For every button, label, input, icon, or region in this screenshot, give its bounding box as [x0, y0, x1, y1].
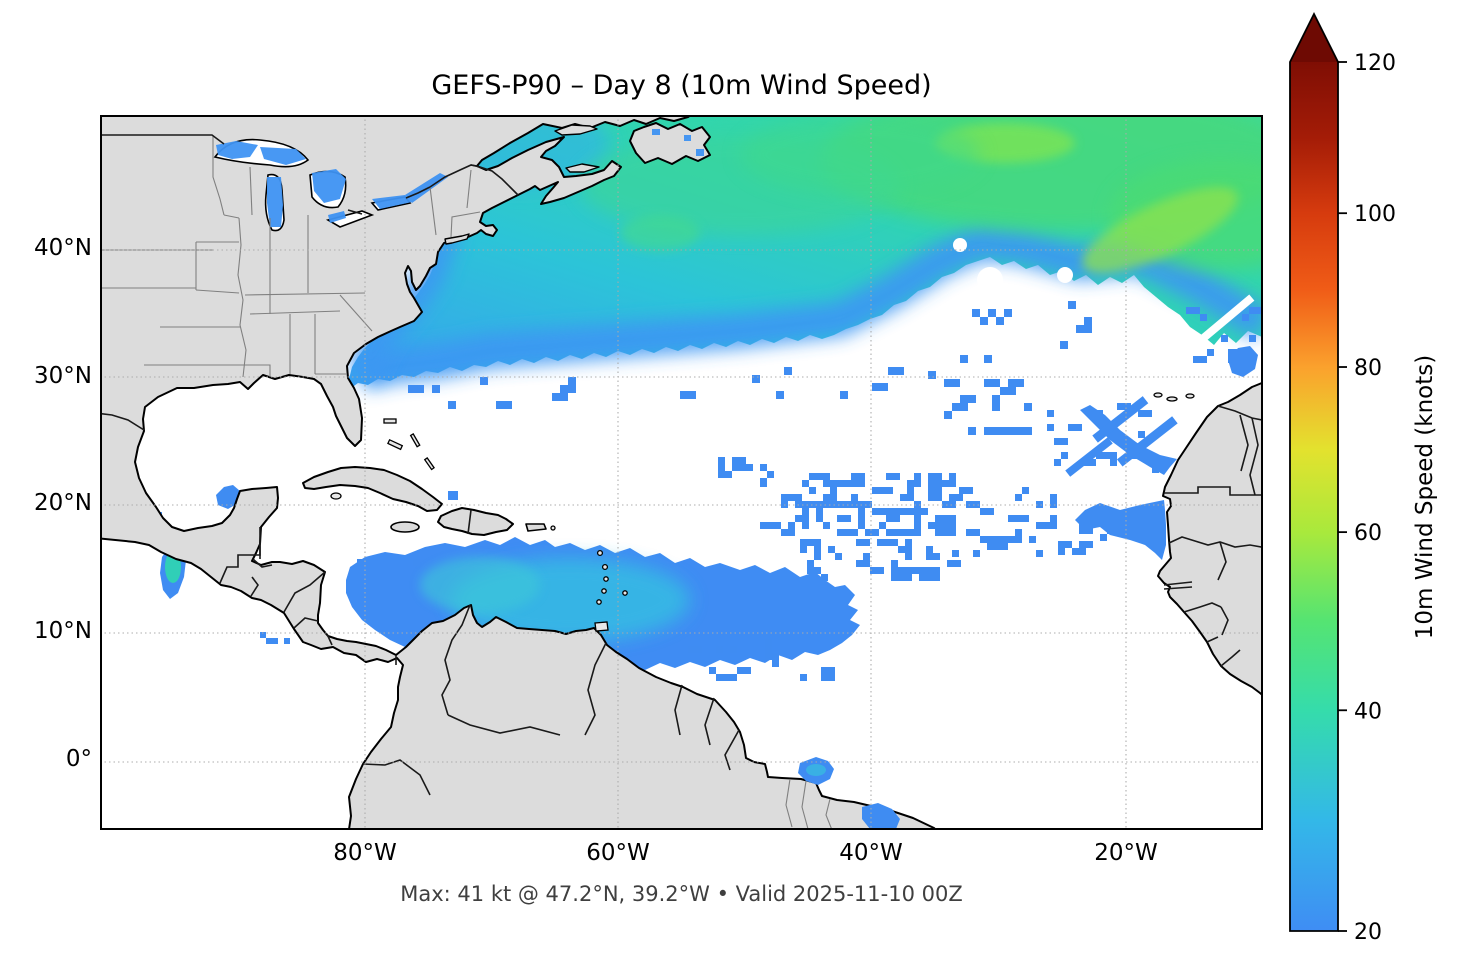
colorbar-tick-label: 40: [1354, 699, 1382, 724]
bahamas-island: [383, 418, 397, 424]
x-axis-tick-label: 60°W: [586, 840, 650, 866]
canary-island: [1185, 393, 1195, 399]
brazil-state-borders: [801, 780, 809, 830]
wind-region-great-lakes: [216, 129, 704, 227]
land-small-islands: [330, 392, 1195, 632]
land-layer: [94, 109, 1268, 837]
land-puerto-rico: [525, 523, 547, 532]
plot-border: [100, 115, 1263, 830]
colorbar-axis-label: 10m Wind Speed (knots): [1412, 355, 1438, 639]
brazil-state-borders: [825, 798, 833, 831]
land-cuba: [302, 466, 443, 512]
land-anticosti: [554, 124, 598, 136]
colorbar-ticks: 120 100 80 60 40 20: [1338, 51, 1396, 945]
lake-erie: [325, 210, 375, 228]
land-long-island: [444, 233, 470, 245]
lesser-antilles-island: [596, 549, 604, 557]
x-axis-tick-label: 20°W: [1094, 840, 1158, 866]
land-africa: [1157, 380, 1268, 700]
colorbar-tick-label: 60: [1354, 521, 1382, 546]
us-state-borders: [100, 135, 833, 831]
canary-island: [1166, 396, 1178, 402]
colorbar-outline: [1289, 11, 1339, 932]
country-borders: [94, 134, 1268, 796]
colorbar-extend-arrow: [1290, 14, 1338, 62]
bahamas-island: [387, 438, 404, 451]
colorbar-gradient-bar: [1290, 62, 1338, 931]
land-jamaica: [390, 521, 420, 533]
brazil-state-borders: [785, 778, 793, 828]
lesser-antilles-island: [601, 563, 609, 571]
bahamas-island: [409, 433, 421, 448]
land-hispaniola: [437, 507, 514, 536]
wind-speckle-cells: [260, 301, 1270, 681]
land-pei: [565, 163, 600, 173]
y-axis-tick-label: 40°N: [34, 235, 92, 261]
y-axis-tick-label: 30°N: [34, 363, 92, 389]
trinidad-island: [594, 621, 609, 632]
map-svg: [94, 90, 1330, 837]
bahamas-island: [423, 457, 435, 471]
y-axis-tick-label: 0°: [65, 746, 92, 772]
lesser-antilles-island: [550, 525, 556, 531]
colorbar-tick-label: 100: [1354, 202, 1396, 227]
caption-annotation: Max: 41 kt @ 47.2°N, 39.2°W • Valid 2025…: [400, 882, 963, 906]
canary-island: [1153, 392, 1163, 398]
lesser-antilles-island: [603, 576, 609, 582]
page-title: GEFS-P90 – Day 8 (10m Wind Speed): [431, 70, 932, 101]
lesser-antilles-island: [596, 599, 602, 605]
barbados-island: [622, 590, 628, 596]
y-axis-tick-label: 20°N: [34, 490, 92, 516]
x-axis-tick-label: 40°W: [839, 840, 903, 866]
graticule-gridlines: [100, 115, 1263, 830]
land-americas: [94, 109, 943, 837]
y-axis-tick-label: 10°N: [34, 618, 92, 644]
colorbar-svg: 120 100 80 60 40 20 10m Wind Speed (knots): [1289, 11, 1438, 945]
colorbar: 120 100 80 60 40 20 10m Wind Speed (knots): [1280, 8, 1466, 963]
lesser-antilles-island: [601, 588, 607, 594]
colorbar-tick-label: 120: [1354, 51, 1396, 76]
land-newfoundland: [629, 122, 711, 165]
x-axis-tick-label: 80°W: [333, 840, 397, 866]
colorbar-tick-label: 80: [1354, 356, 1382, 381]
map-plot-area: [94, 90, 1330, 837]
isla-juventud: [330, 492, 342, 500]
colorbar-tick-label: 20: [1354, 920, 1382, 945]
wind-region-campeche: [216, 485, 240, 509]
